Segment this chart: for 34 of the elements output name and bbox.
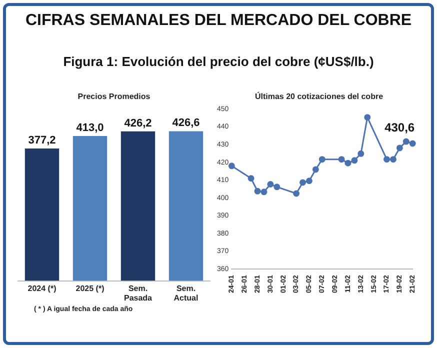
point — [358, 150, 364, 157]
point — [254, 188, 261, 194]
point — [260, 188, 268, 196]
text: Figura 1: Evolución del precio del cobre (¢US$/lb.) — [62, 54, 375, 69]
point — [351, 157, 358, 164]
point — [274, 184, 280, 190]
point — [396, 144, 403, 152]
chart-title: Últimas 20 cotizaciones del cobre — [254, 92, 384, 101]
data-label: 413,0 — [76, 122, 104, 134]
data-label: 426,6 — [172, 117, 200, 130]
point — [293, 190, 300, 197]
point — [402, 138, 410, 145]
point — [409, 140, 416, 147]
point — [338, 156, 345, 163]
point — [318, 156, 326, 163]
x-tick-label: 2024 (*) — [28, 284, 57, 293]
data-label: 426,2 — [124, 117, 152, 130]
annotation: 430,6 — [384, 120, 415, 135]
chart-title: Precios Promedios — [76, 92, 152, 101]
point — [344, 160, 352, 166]
point — [306, 178, 312, 184]
x-tick-label: 2025 (*) — [76, 284, 105, 293]
point — [300, 179, 306, 186]
point — [364, 114, 371, 121]
point — [390, 156, 396, 163]
x-tick-label: Sem. Pasada — [124, 284, 153, 302]
text: CIFRAS SEMANALES DEL MERCADO DEL COBRE — [24, 12, 413, 30]
point — [312, 166, 319, 173]
data-label: 377,2 — [28, 134, 56, 147]
point — [248, 175, 254, 182]
x-tick-label: Sem. Actual — [174, 284, 198, 302]
point — [384, 156, 390, 163]
point — [267, 180, 274, 188]
point — [228, 162, 235, 170]
